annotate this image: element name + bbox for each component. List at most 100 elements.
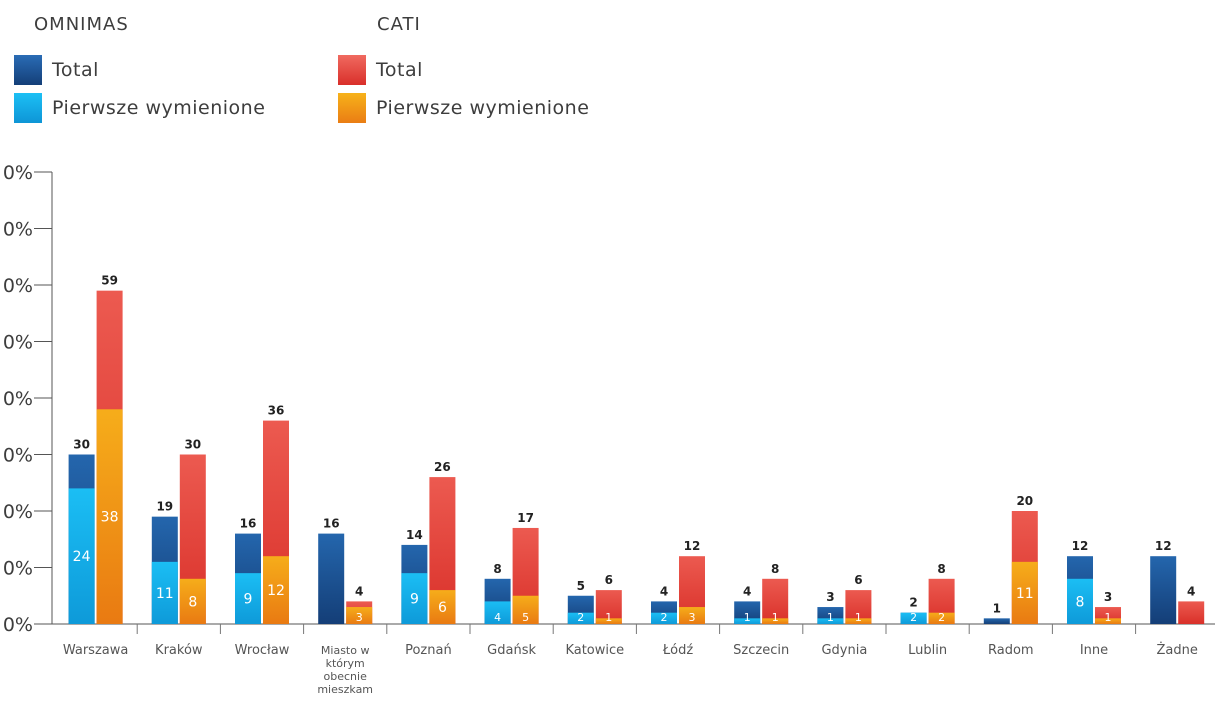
y-tick-label: 0% xyxy=(3,445,33,467)
legend-swatch-omnimas-first xyxy=(14,93,42,123)
y-tick-label: 0% xyxy=(3,275,33,297)
data-label-omnimas-total: 1 xyxy=(993,601,1001,615)
data-label-omnimas-total: 30 xyxy=(73,438,90,452)
data-label-omnimas-total: 16 xyxy=(323,517,340,531)
data-label-omnimas-first: 9 xyxy=(410,592,419,608)
bar-cati-first xyxy=(1011,561,1038,624)
x-category-label: Kraków xyxy=(155,643,203,658)
y-tick-label: 0% xyxy=(3,558,33,580)
data-label-omnimas-first: 8 xyxy=(1076,594,1085,610)
data-label-cati-total: 12 xyxy=(684,539,701,553)
data-label-omnimas-total: 2 xyxy=(909,596,917,610)
data-label-omnimas-first: 2 xyxy=(661,611,668,624)
legend-title-cati: CATI xyxy=(377,14,421,35)
y-tick-label: 0% xyxy=(3,219,33,241)
data-label-omnimas-total: 12 xyxy=(1072,539,1089,553)
bar-omnimas-first xyxy=(1067,578,1093,624)
data-label-cati-first: 1 xyxy=(772,611,779,624)
x-category-label: Inne xyxy=(1080,643,1108,658)
legend-label-omnimas-total: Total xyxy=(52,59,99,81)
data-label-cati-first: 1 xyxy=(605,611,612,624)
legend-label-omnimas-first: Pierwsze wymienione xyxy=(52,97,266,119)
data-label-cati-total: 4 xyxy=(1187,584,1195,598)
legend-swatch-cati-first xyxy=(338,93,366,123)
data-label-cati-total: 26 xyxy=(434,460,451,474)
x-category-label: Katowice xyxy=(565,643,624,658)
data-label-omnimas-total: 5 xyxy=(577,579,585,593)
x-category-label: Gdańsk xyxy=(487,643,536,658)
y-tick-label: 0% xyxy=(3,162,33,184)
data-label-omnimas-total: 16 xyxy=(240,517,257,531)
legend-item-cati-first: Pierwsze wymienione xyxy=(338,93,589,123)
data-label-cati-total: 8 xyxy=(771,562,779,576)
data-label-cati-first: 1 xyxy=(1105,611,1112,624)
data-label-omnimas-first: 11 xyxy=(156,586,174,602)
data-label-omnimas-total: 14 xyxy=(406,528,423,542)
data-label-cati-total: 6 xyxy=(854,573,862,587)
data-label-cati-first: 11 xyxy=(1016,586,1034,602)
y-tick-label: 0% xyxy=(3,614,33,636)
x-category-label: Łódź xyxy=(662,643,694,658)
data-label-cati-total: 17 xyxy=(517,511,534,525)
data-label-cati-first: 3 xyxy=(356,611,363,624)
data-label-cati-total: 30 xyxy=(184,438,201,452)
x-category-label: Warszawa xyxy=(63,643,129,658)
legend-item-omnimas-total: Total xyxy=(14,55,99,85)
y-tick-label: 0% xyxy=(3,388,33,410)
bar-omnimas-total xyxy=(318,533,345,624)
bar-cati-total xyxy=(1178,601,1205,624)
bar-omnimas-first xyxy=(484,601,511,624)
legend-label-cati-total: Total xyxy=(376,59,423,81)
data-label-omnimas-first: 24 xyxy=(73,549,91,565)
bar-omnimas-first xyxy=(900,612,927,624)
legend-title-omnimas: OMNIMAS xyxy=(34,14,129,35)
data-label-cati-first: 8 xyxy=(188,594,197,610)
bar-cati-first xyxy=(679,607,705,624)
data-label-omnimas-total: 12 xyxy=(1155,539,1172,553)
data-label-cati-total: 8 xyxy=(937,562,945,576)
bar-cati-first xyxy=(1095,618,1121,624)
x-category-label: Żadne xyxy=(1157,642,1198,658)
bar-omnimas-first xyxy=(401,573,428,624)
bar-omnimas-total xyxy=(1150,556,1177,624)
data-label-cati-first: 3 xyxy=(689,611,696,624)
x-category-label: Miasto w którym obecnie mieszkam xyxy=(317,644,373,696)
legend-item-cati-total: Total xyxy=(338,55,423,85)
legend-label-cati-first: Pierwsze wymienione xyxy=(376,97,590,119)
bar-cati-first xyxy=(429,590,456,624)
bar-cati-first xyxy=(762,618,789,624)
bar-cati-first xyxy=(346,607,373,624)
y-tick-label: 0% xyxy=(3,501,33,523)
legend-swatch-omnimas-total xyxy=(14,55,42,85)
data-label-cati-first: 12 xyxy=(267,583,285,599)
bar-cati-first xyxy=(96,409,123,624)
data-label-cati-total: 59 xyxy=(101,274,118,288)
bar-omnimas-first xyxy=(567,612,594,624)
y-tick-label: 0% xyxy=(3,332,33,354)
x-category-label: Wrocław xyxy=(235,643,290,658)
legend-item-omnimas-first: Pierwsze wymienione xyxy=(14,93,265,123)
data-label-cati-first: 2 xyxy=(938,611,945,624)
data-label-omnimas-total: 3 xyxy=(826,590,834,604)
data-label-cati-total: 20 xyxy=(1016,494,1033,508)
data-label-omnimas-first: 2 xyxy=(910,611,917,624)
bar-cati-first xyxy=(512,595,539,624)
x-category-label: Gdynia xyxy=(821,643,867,658)
bar-cati-first xyxy=(928,612,955,624)
data-label-cati-total: 36 xyxy=(268,404,285,418)
data-label-omnimas-first: 4 xyxy=(494,611,501,624)
data-label-omnimas-first: 9 xyxy=(244,592,253,608)
x-category-label: Szczecin xyxy=(733,643,789,658)
data-label-cati-first: 1 xyxy=(855,611,862,624)
bar-omnimas-first xyxy=(235,573,261,624)
data-label-cati-first: 5 xyxy=(522,611,529,624)
bar-omnimas-first xyxy=(734,618,761,624)
data-label-omnimas-first: 2 xyxy=(577,611,584,624)
x-category-label: Radom xyxy=(988,643,1034,658)
data-label-cati-first: 6 xyxy=(438,600,447,616)
data-label-omnimas-total: 4 xyxy=(743,584,751,598)
legend-swatch-cati-total xyxy=(338,55,366,85)
bar-omnimas-first xyxy=(817,618,844,624)
data-label-cati-first: 38 xyxy=(101,510,119,526)
